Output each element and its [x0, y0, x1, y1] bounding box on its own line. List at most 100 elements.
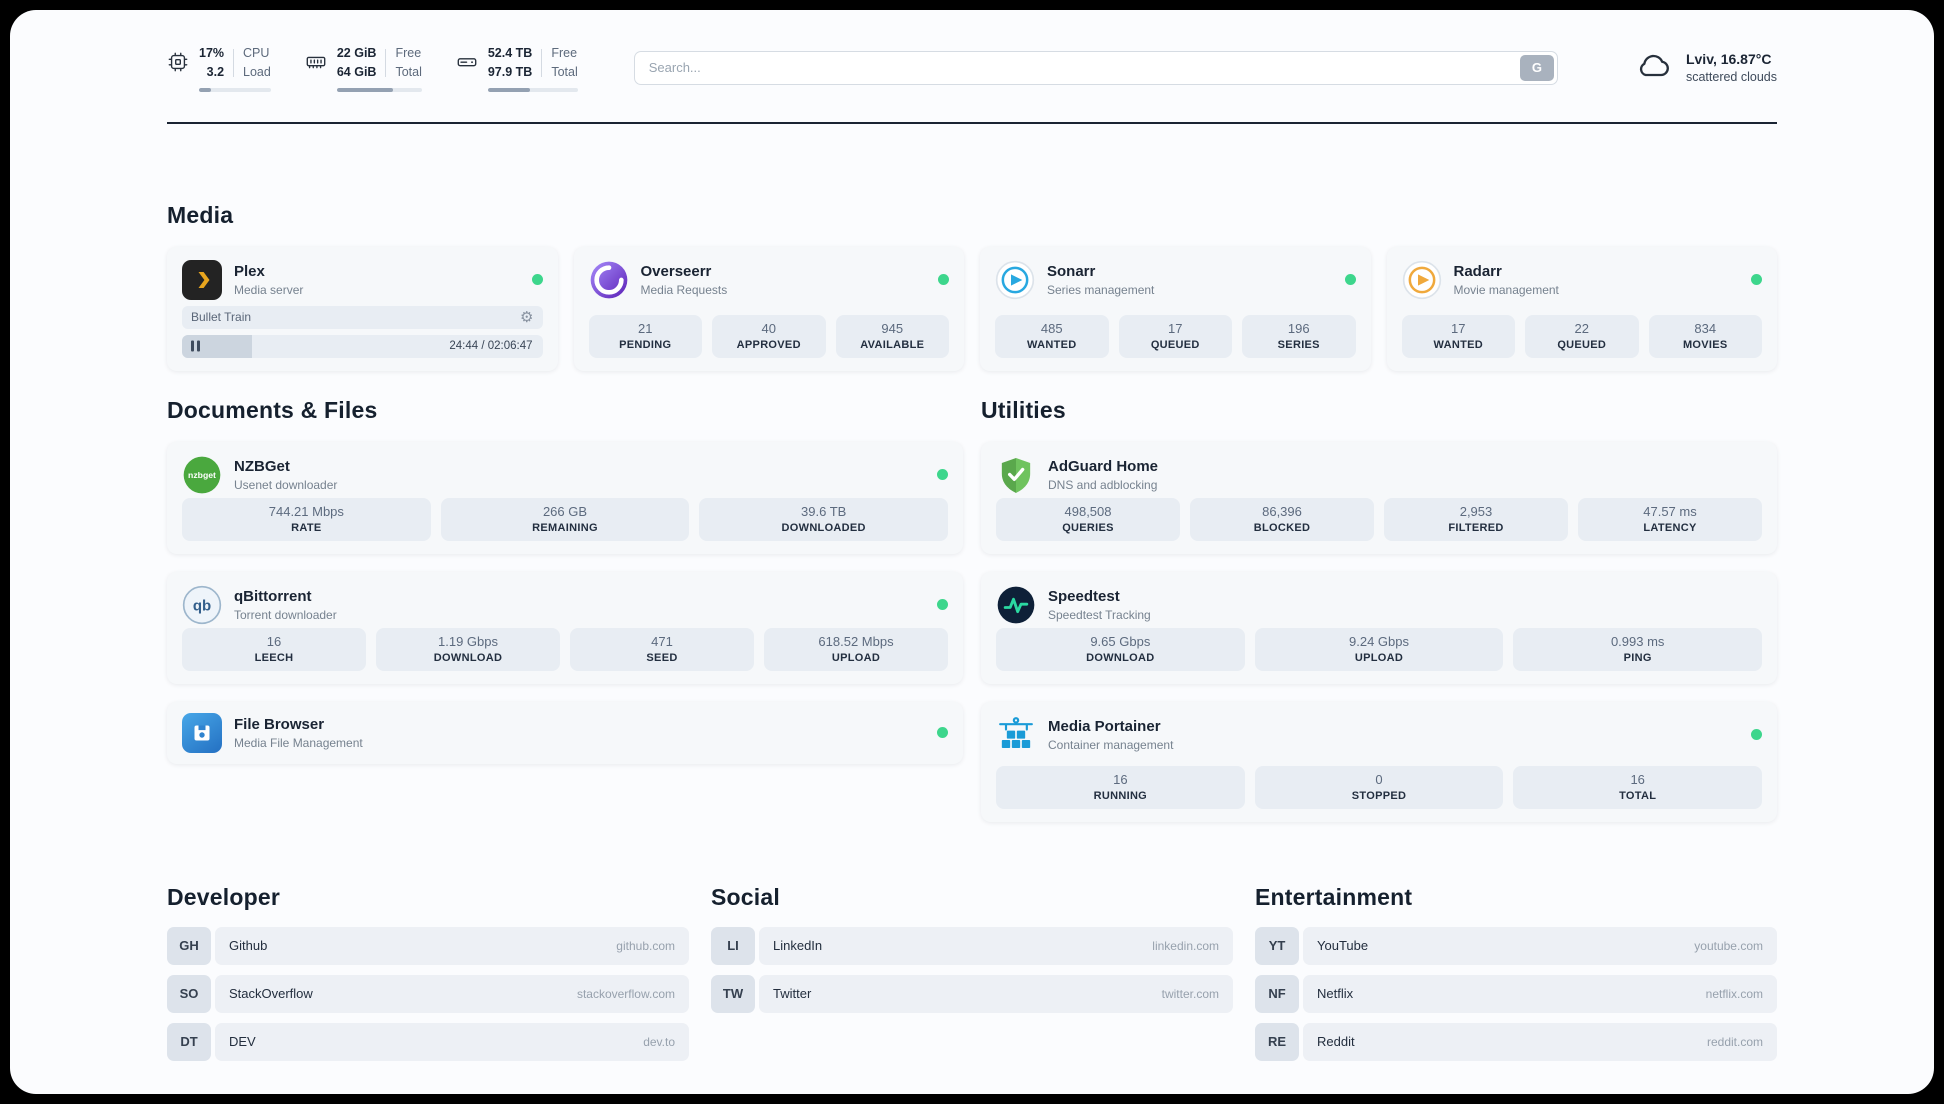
adguard-meta: AdGuard Home DNS and adblocking: [1048, 458, 1158, 492]
nzbget-card[interactable]: nzbget NZBGet Usenet downloader 74: [167, 441, 963, 554]
link-reddit[interactable]: RE Reddit reddit.com: [1255, 1022, 1777, 1061]
stat-pending: 21 PENDING: [588, 314, 702, 358]
media-grid: Plex Media server Bullet Train ⚙: [167, 246, 1777, 371]
link-name: Github: [229, 938, 268, 953]
plex-icon: [182, 259, 222, 300]
progress-fill: [182, 334, 253, 358]
ram-icon: [305, 51, 327, 78]
playback-progress-bar[interactable]: 24:44 / 02:06:47: [182, 334, 543, 358]
overseerr-meta: Overseerr Media Requests: [641, 263, 728, 297]
portainer-meta: Media Portainer Container management: [1048, 718, 1173, 752]
ram-free-value: 22 GiB: [336, 46, 377, 60]
search-engine-button[interactable]: G: [1519, 54, 1554, 81]
pause-icon[interactable]: [191, 340, 200, 352]
link-url: dev.to: [643, 1034, 675, 1049]
plex-meta: Plex Media server: [234, 263, 303, 297]
disk-widget: 52.4 TB 97.9 TB Free Total: [456, 44, 578, 92]
link-name: LinkedIn: [773, 938, 823, 953]
settings-gear-icon[interactable]: ⚙: [520, 308, 534, 326]
nzbget-icon: nzbget: [182, 455, 222, 495]
search-input[interactable]: [633, 50, 1558, 85]
stat-leech: 16 LEECH: [182, 627, 366, 671]
portainer-card[interactable]: Media Portainer Container management 16 …: [981, 701, 1777, 822]
link-abbr: LI: [711, 926, 755, 965]
link-twitter[interactable]: TW Twitter twitter.com: [711, 974, 1233, 1013]
link-dev[interactable]: DT DEV dev.to: [167, 1022, 689, 1061]
portainer-icon: [996, 715, 1036, 755]
link-abbr: RE: [1255, 1022, 1299, 1061]
link-url: reddit.com: [1706, 1034, 1763, 1049]
divider: [385, 48, 387, 77]
app-subtitle: Movie management: [1453, 282, 1559, 297]
link-url: linkedin.com: [1152, 938, 1219, 953]
weather-condition: scattered clouds: [1685, 70, 1777, 85]
stat-remaining: 266 GB REMAINING: [440, 497, 690, 541]
disk-total-label: Total: [551, 64, 578, 79]
qbittorrent-meta: qBittorrent Torrent downloader: [234, 588, 337, 622]
app-subtitle: Media File Management: [234, 735, 363, 750]
middle-columns: Documents & Files nzbget: [167, 397, 1777, 822]
stat-download: 9.65 Gbps DOWNLOAD: [996, 627, 1245, 671]
status-dot: [937, 469, 948, 480]
link-url: netflix.com: [1705, 986, 1763, 1001]
stat-upload: 9.24 Gbps UPLOAD: [1254, 627, 1504, 671]
disk-icon: [456, 51, 478, 78]
playback-time: 24:44 / 02:06:47: [449, 340, 533, 352]
radarr-icon: [1402, 260, 1442, 300]
header-divider: [167, 121, 1777, 124]
social-links: LI LinkedIn linkedin.com TW Twitter twit…: [711, 926, 1233, 1013]
speedtest-icon: [996, 585, 1036, 625]
weather-text: Lviv, 16.87°C scattered clouds: [1686, 51, 1777, 84]
sonarr-card[interactable]: Sonarr Series management 485 WANTED 17 Q…: [980, 246, 1371, 371]
speedtest-meta: Speedtest Speedtest Tracking: [1048, 588, 1151, 622]
filebrowser-card[interactable]: File Browser Media File Management: [167, 701, 963, 764]
plex-card[interactable]: Plex Media server Bullet Train ⚙: [167, 246, 558, 371]
link-youtube[interactable]: YT YouTube youtube.com: [1255, 926, 1777, 965]
qbittorrent-card[interactable]: qb qBittorrent Torrent downloader: [167, 571, 963, 684]
entertainment-links: YT YouTube youtube.com NF Netflix netfli…: [1255, 926, 1777, 1061]
cpu-label: CPU: [243, 46, 270, 60]
divider: [541, 48, 543, 77]
links-grid: Developer GH Github github.com SO StackO…: [167, 884, 1777, 1095]
stat-latency: 47.57 ms LATENCY: [1578, 497, 1762, 541]
cpu-icon: [167, 51, 189, 78]
adguard-icon: [996, 455, 1036, 495]
link-stackoverflow[interactable]: SO StackOverflow stackoverflow.com: [167, 974, 689, 1013]
link-abbr: YT: [1255, 926, 1299, 965]
svg-text:qb: qb: [193, 597, 211, 614]
cpu-usage-value: 17%: [199, 46, 225, 60]
radarr-card[interactable]: Radarr Movie management 17 WANTED 22 QUE…: [1386, 246, 1777, 371]
ram-usage-bar: [336, 87, 422, 92]
link-github[interactable]: GH Github github.com: [167, 926, 689, 965]
utilities-stack: AdGuard Home DNS and adblocking 498,508 …: [981, 441, 1777, 822]
link-name: Twitter: [773, 986, 812, 1001]
link-url: stackoverflow.com: [576, 986, 675, 1001]
stat-ping: 0.993 ms PING: [1513, 627, 1763, 671]
qbittorrent-header: qb qBittorrent Torrent downloader: [182, 585, 948, 625]
stat-upload: 618.52 Mbps UPLOAD: [764, 627, 948, 671]
entertainment-section: Entertainment YT YouTube youtube.com NF …: [1255, 884, 1777, 1061]
divider: [233, 48, 235, 77]
documents-section: Documents & Files nzbget: [167, 397, 963, 764]
social-section: Social LI LinkedIn linkedin.com TW Twitt…: [711, 884, 1233, 1013]
disk-stats: 52.4 TB 97.9 TB Free Total: [487, 44, 578, 92]
cloud-icon: [1634, 49, 1674, 86]
adguard-card[interactable]: AdGuard Home DNS and adblocking 498,508 …: [981, 441, 1777, 554]
speedtest-card[interactable]: Speedtest Speedtest Tracking 9.65 Gbps D…: [981, 571, 1777, 684]
overseerr-card[interactable]: Overseerr Media Requests 21 PENDING 40 A…: [573, 246, 964, 371]
stat-approved: 40 APPROVED: [712, 314, 826, 358]
status-dot: [531, 274, 543, 285]
app-subtitle: Usenet downloader: [234, 477, 338, 492]
stat-queries: 498,508 QUERIES: [996, 497, 1180, 541]
filebrowser-header: File Browser Media File Management: [182, 712, 948, 753]
stat-downloaded: 39.6 TB DOWNLOADED: [699, 497, 949, 541]
link-netflix[interactable]: NF Netflix netflix.com: [1255, 974, 1777, 1013]
status-dot: [938, 274, 949, 285]
radarr-stats: 17 WANTED 22 QUEUED 834 MOVIES: [1401, 314, 1762, 358]
filebrowser-icon: [182, 712, 222, 753]
topbar: 17% 3.2 CPU Load: [167, 44, 1777, 92]
section-title-developer: Developer: [167, 883, 281, 910]
link-linkedin[interactable]: LI LinkedIn linkedin.com: [711, 926, 1233, 965]
link-name: YouTube: [1317, 938, 1369, 953]
app-name: Speedtest: [1048, 587, 1120, 605]
